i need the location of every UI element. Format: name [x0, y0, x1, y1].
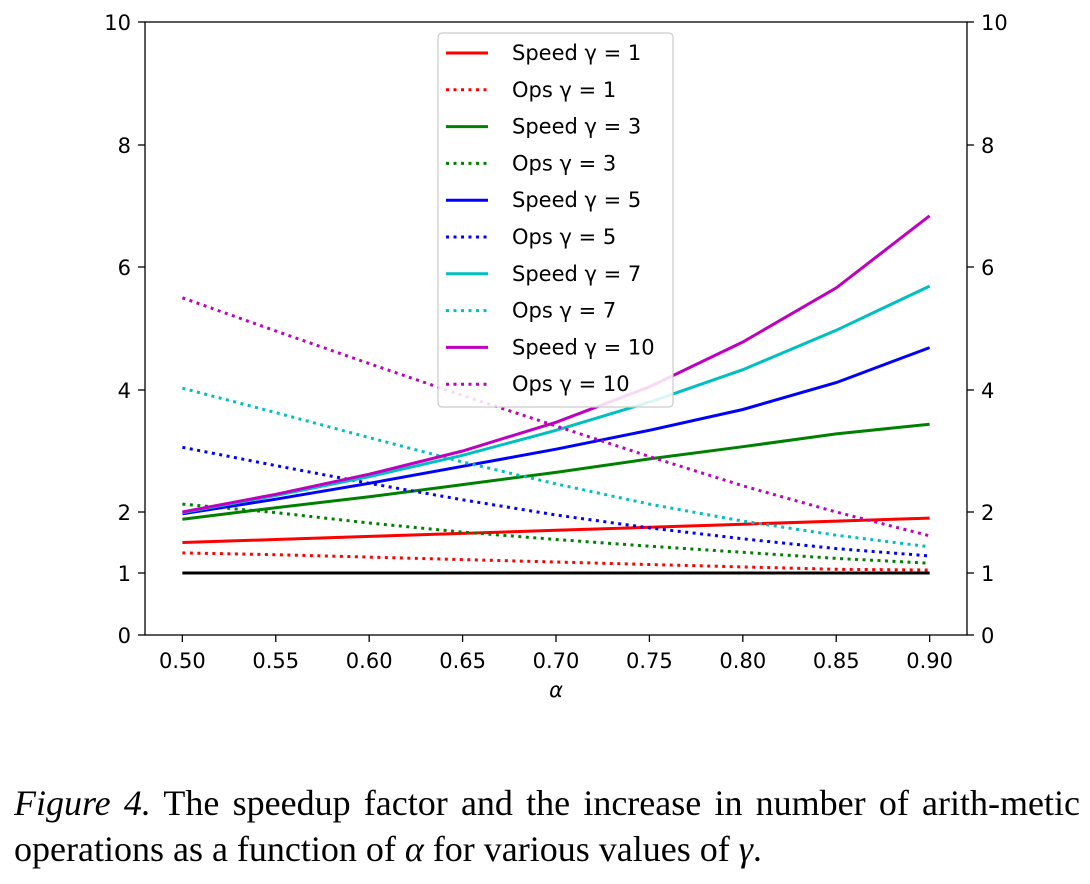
legend-label: Ops γ = 7 [512, 299, 616, 323]
series-line-speed-3 [182, 422, 930, 521]
caption-label: Figure 4. [14, 783, 151, 823]
legend: Speed γ = 1 Ops γ = 1 Speed γ = 3 Ops γ = 3… [437, 32, 674, 408]
legend-box [437, 32, 674, 408]
series-line-ops-7 [182, 386, 930, 549]
caption-text-1: The speedup factor and the increase in n… [14, 783, 1080, 869]
x-tick-label: 0.55 [252, 649, 299, 673]
x-tick-label: 0.85 [813, 649, 860, 673]
y-tick-label-left: 10 [104, 11, 131, 35]
series-line-speed-7 [182, 284, 931, 515]
y-tick-label-right: 4 [981, 379, 994, 403]
series-line-ops-1 [182, 551, 930, 572]
x-axis: 0.50 0.55 0.60 0.65 0.70 0.75 0.80 0.85 0.90 [159, 635, 953, 673]
y-tick-label-left: 0 [118, 624, 131, 648]
series-line-ops-3 [182, 502, 930, 565]
series-layer [181, 214, 931, 575]
x-tick-label: 0.80 [719, 649, 766, 673]
chart: 0.50 0.55 0.60 0.65 0.70 0.75 0.80 0.85 0.90 0 1 2… [104, 11, 1008, 702]
legend-label: Speed γ = 10 [512, 335, 655, 359]
series-line-ops-5 [182, 445, 930, 558]
y-tick-label-left: 4 [118, 379, 131, 403]
caption-alpha: α [404, 829, 424, 869]
y-tick-label-right: 8 [981, 134, 994, 158]
legend-label: Speed γ = 1 [512, 41, 641, 65]
y-tick-label-left: 8 [118, 134, 131, 158]
series-line-speed-5 [182, 346, 931, 516]
x-tick-label: 0.75 [626, 649, 673, 673]
y-axis-left: 0 1 2 4 6 8 10 [104, 11, 145, 648]
x-tick-label: 0.90 [906, 649, 953, 673]
y-tick-label-right: 0 [981, 624, 994, 648]
y-tick-label-right: 6 [981, 256, 994, 280]
x-tick-label: 0.50 [159, 649, 206, 673]
y-axis-right: 0 1 2 4 6 8 10 [967, 11, 1008, 648]
caption-gamma: γ [738, 829, 753, 869]
caption-text-3: . [752, 829, 762, 869]
x-tick-label: 0.70 [533, 649, 580, 673]
caption-text-2: for various values of [423, 829, 739, 869]
y-tick-label-left: 1 [118, 562, 131, 586]
y-tick-label-right: 1 [981, 562, 994, 586]
y-tick-label-right: 2 [981, 501, 994, 525]
legend-label: Ops γ = 10 [512, 372, 630, 396]
figure-caption: Figure 4. The speedup factor and the inc… [14, 780, 1080, 872]
legend-label: Speed γ = 7 [512, 262, 641, 286]
x-tick-label: 0.60 [346, 649, 393, 673]
legend-label: Speed γ = 3 [512, 115, 641, 139]
y-tick-label-right: 10 [981, 11, 1008, 35]
series-line-speed-10 [182, 214, 931, 514]
x-tick-label: 0.65 [439, 649, 486, 673]
series-line-speed-1 [182, 516, 930, 544]
legend-label: Speed γ = 5 [512, 188, 641, 212]
y-tick-label-left: 6 [118, 256, 131, 280]
y-tick-label-left: 2 [118, 501, 131, 525]
legend-label: Ops γ = 1 [512, 78, 616, 102]
legend-label: Ops γ = 3 [512, 151, 616, 175]
x-axis-label: α [549, 678, 563, 702]
legend-label: Ops γ = 5 [512, 225, 616, 249]
